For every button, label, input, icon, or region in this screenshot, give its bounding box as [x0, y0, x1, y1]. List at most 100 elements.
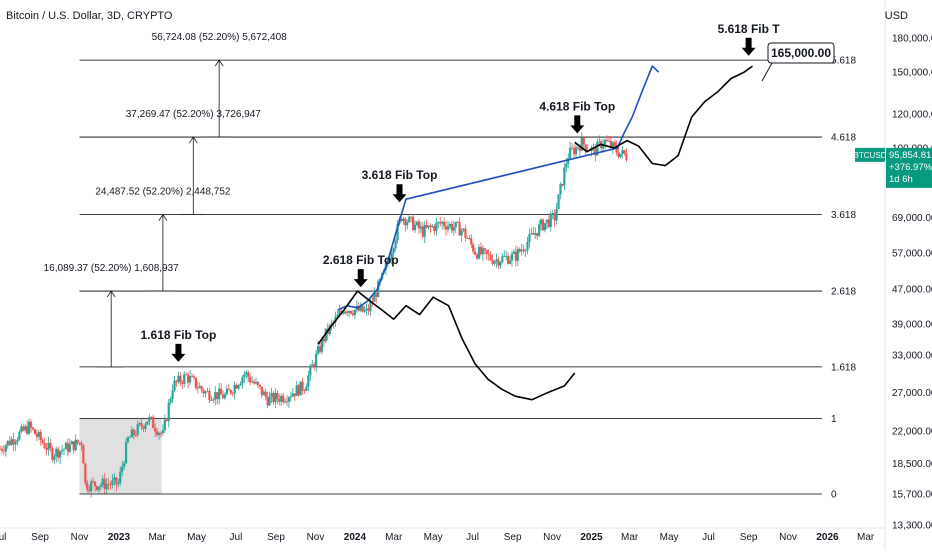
- candle-body: [390, 252, 393, 260]
- candle-body: [320, 338, 324, 352]
- candle-body: [561, 183, 564, 186]
- candle-body: [342, 312, 345, 314]
- candle-body: [330, 323, 333, 326]
- candle-body: [598, 141, 601, 143]
- callout-label: 4.618 Fib Top: [539, 99, 615, 113]
- candle-body: [572, 148, 576, 155]
- candle-body: [194, 377, 197, 388]
- candle-body: [491, 259, 494, 264]
- candle-body: [70, 441, 73, 445]
- candle-body: [353, 309, 357, 315]
- candle-body: [458, 222, 461, 236]
- candle-body: [117, 482, 120, 485]
- candle-body: [14, 442, 17, 445]
- candle-body: [181, 382, 184, 384]
- candle-body: [431, 226, 434, 227]
- candle-body: [611, 142, 614, 148]
- fib-level-label: 1: [831, 414, 837, 425]
- candle-body: [258, 384, 261, 387]
- candle-body: [433, 226, 436, 231]
- candle-body: [196, 387, 199, 389]
- candle-body: [609, 141, 613, 148]
- y-tick-label: 33,000.00: [892, 351, 932, 362]
- candle-body: [29, 421, 33, 428]
- candle-body: [272, 393, 275, 403]
- candle-body: [204, 391, 207, 394]
- candle-body: [221, 394, 225, 399]
- candle-body: [264, 391, 267, 397]
- x-tick-label: Jul: [230, 532, 243, 543]
- fib-level-label: 0: [831, 489, 837, 500]
- candle-body: [289, 396, 293, 398]
- x-tick-label: 2024: [344, 532, 367, 543]
- candle-body: [475, 254, 479, 259]
- callout-label: 3.618 Fib Top: [362, 168, 438, 182]
- down-arrow-icon: [570, 115, 585, 134]
- candle-body: [408, 216, 411, 223]
- candle-body: [402, 218, 405, 221]
- candle-body: [411, 216, 415, 231]
- candle-body: [574, 147, 578, 155]
- candle-body: [78, 442, 81, 444]
- candle-body: [359, 305, 362, 311]
- candle-body: [187, 374, 190, 383]
- candle-body: [130, 429, 133, 438]
- candle-body: [37, 432, 40, 437]
- candle-body: [318, 346, 322, 352]
- candle-body: [357, 305, 360, 311]
- candle-body: [88, 489, 91, 492]
- candle-body: [524, 250, 527, 252]
- candle-body: [439, 222, 442, 224]
- price-badge: [886, 147, 932, 188]
- candle-body: [171, 390, 174, 399]
- candle-body: [462, 228, 465, 231]
- price-badge-change: +376.97%: [889, 162, 932, 173]
- candle-body: [450, 223, 453, 231]
- candle-body: [247, 372, 250, 378]
- candle-body: [252, 381, 256, 384]
- candle-body: [254, 381, 258, 384]
- candle-body: [489, 254, 492, 260]
- candle-body: [192, 376, 196, 378]
- candle-body: [454, 222, 457, 228]
- y-tick-label: 18,500.00: [892, 459, 932, 470]
- candle-body: [64, 442, 68, 450]
- candle-body: [313, 364, 316, 367]
- candle-body: [260, 386, 263, 396]
- candle-body: [623, 150, 626, 154]
- candle-body: [62, 449, 66, 451]
- candle-body: [578, 147, 581, 151]
- candle-body: [55, 448, 58, 457]
- candle-body: [60, 450, 64, 452]
- x-tick-label: May: [424, 532, 443, 543]
- candle-body: [31, 427, 35, 430]
- candle-body: [219, 388, 223, 395]
- x-tick-label: Mar: [385, 532, 403, 543]
- candle-body: [97, 486, 101, 490]
- candle-body: [173, 380, 176, 391]
- candle-body: [291, 393, 294, 397]
- candle-body: [49, 442, 52, 449]
- candle-body: [119, 471, 122, 483]
- candle-body: [144, 424, 147, 429]
- candle-body: [417, 221, 421, 229]
- candle-body: [448, 223, 452, 227]
- candle-body: [134, 434, 137, 436]
- candle-body: [311, 364, 314, 366]
- candle-body: [536, 233, 539, 236]
- candle-body: [239, 383, 242, 386]
- y-tick-label: 27,000.00: [892, 388, 932, 399]
- candle-body: [53, 456, 56, 460]
- target-box-text: 165,000.00: [771, 46, 831, 60]
- y-tick-label: 180,000.00: [892, 34, 932, 45]
- candle-body: [179, 375, 182, 383]
- x-tick-label: Jul: [702, 532, 715, 543]
- candle-body: [538, 224, 541, 236]
- candle-body: [278, 398, 281, 402]
- candle-body: [295, 385, 298, 396]
- candle-body: [216, 392, 219, 400]
- candle-body: [563, 167, 566, 186]
- candle-body: [361, 305, 364, 312]
- candle-body: [202, 389, 205, 394]
